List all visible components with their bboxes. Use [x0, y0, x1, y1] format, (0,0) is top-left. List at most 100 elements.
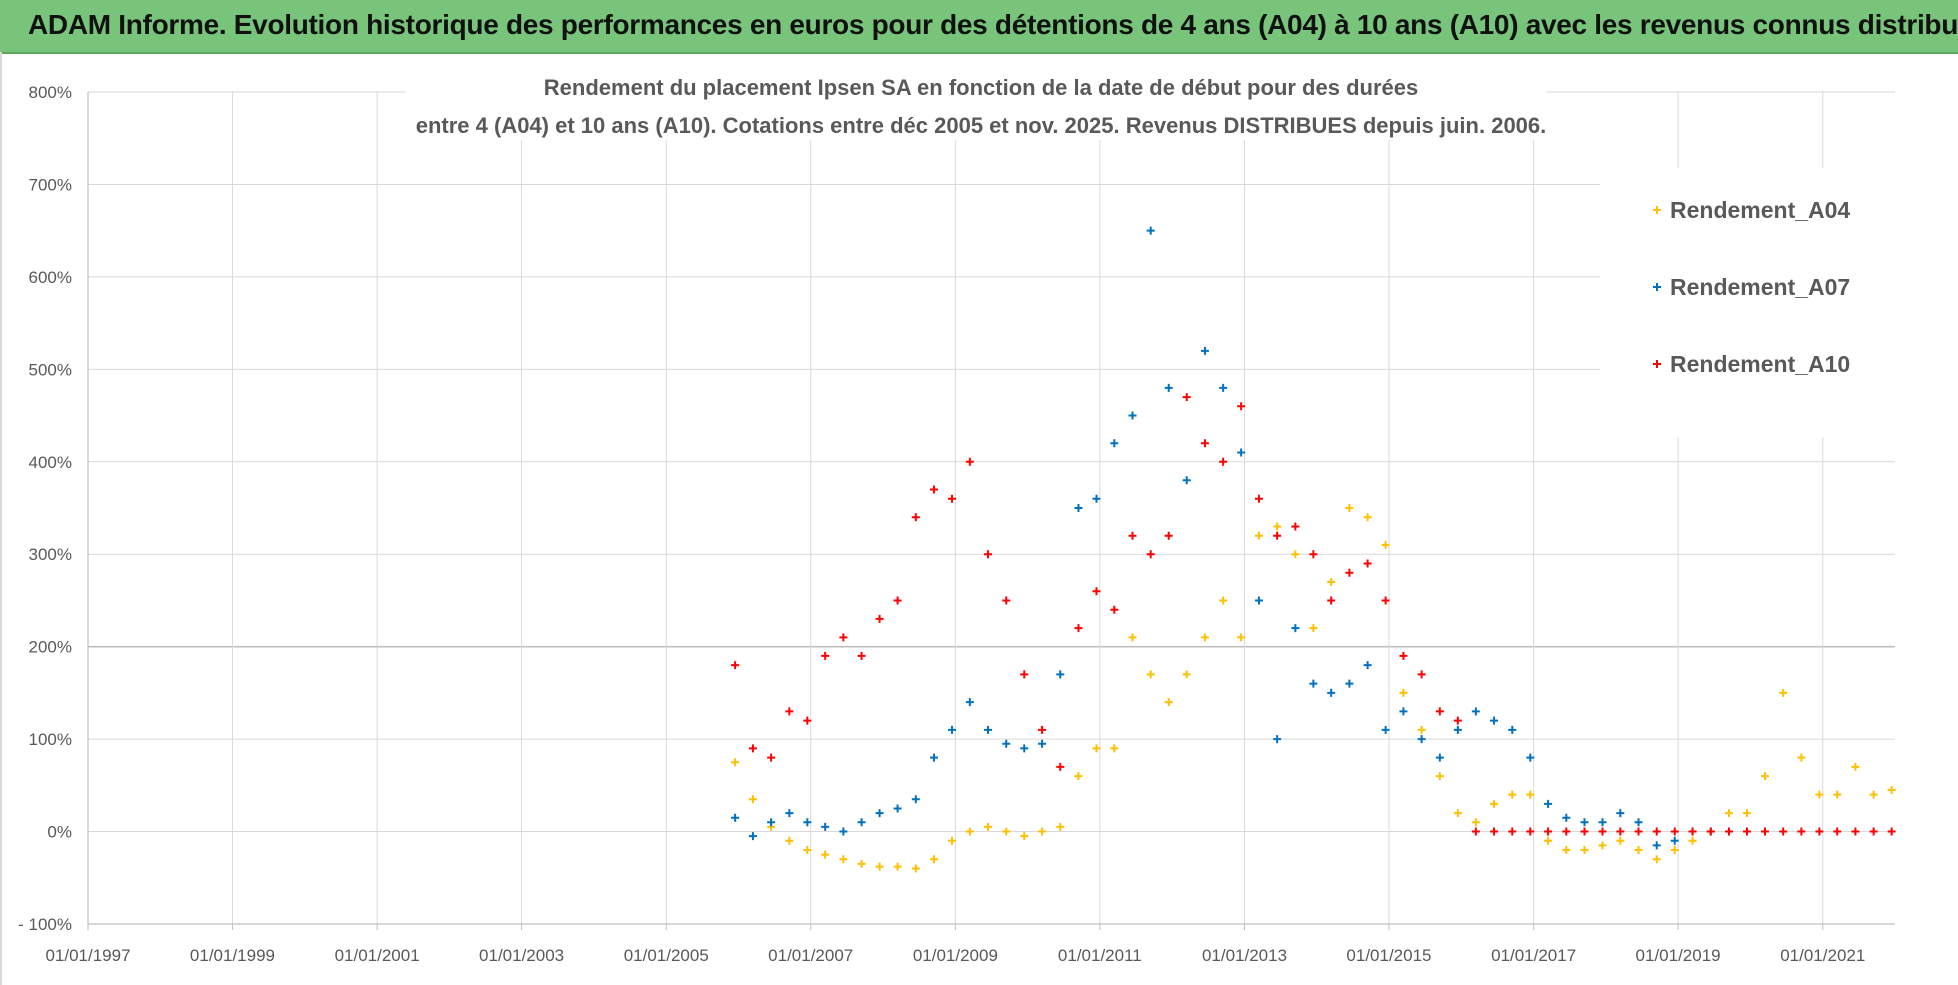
- chart-title: Rendement du placement Ipsen SA en fonct…: [544, 75, 1418, 100]
- data-point: [1128, 531, 1137, 540]
- data-point: [1200, 346, 1209, 355]
- data-point: [1056, 762, 1065, 771]
- data-point: [1869, 790, 1878, 799]
- data-point: [1598, 818, 1607, 827]
- data-point: [1652, 855, 1661, 864]
- data-point: [748, 744, 757, 753]
- data-point: [1146, 670, 1155, 679]
- data-point: [1309, 679, 1318, 688]
- data-point: [1200, 439, 1209, 448]
- data-point: [857, 818, 866, 827]
- data-point: [1291, 624, 1300, 633]
- data-point: [1002, 596, 1011, 605]
- data-point: [875, 614, 884, 623]
- data-point: [1887, 827, 1896, 836]
- data-point: [1508, 790, 1517, 799]
- data-point: [1760, 772, 1769, 781]
- axis-layer: 800% 700% 600% 500% 400% 300% 200% 100% 0% - 100%…: [18, 83, 1865, 965]
- data-point: [1562, 846, 1571, 855]
- legend-box: [1600, 168, 1900, 438]
- data-point: [1345, 568, 1354, 577]
- data-point: [821, 850, 830, 859]
- data-point: [1381, 540, 1390, 549]
- data-point: [930, 485, 939, 494]
- data-point: [948, 725, 957, 734]
- data-point: [1670, 827, 1679, 836]
- data-point: [1580, 846, 1589, 855]
- data-point: [1182, 393, 1191, 402]
- data-point: [1110, 744, 1119, 753]
- data-point: [1724, 809, 1733, 818]
- data-point: [1652, 841, 1661, 850]
- data-point: [1869, 827, 1878, 836]
- data-point: [1146, 226, 1155, 235]
- legend: Rendement_A04 Rendement_A07 Rendement_A10: [1653, 197, 1850, 377]
- data-point: [1327, 577, 1336, 586]
- data-point: [839, 827, 848, 836]
- data-point: [1471, 818, 1480, 827]
- data-point: [748, 832, 757, 841]
- data-point: [857, 859, 866, 868]
- data-point: [1526, 753, 1535, 762]
- y-tick-label: 100%: [29, 730, 72, 749]
- data-point: [1128, 411, 1137, 420]
- data-point: [1453, 716, 1462, 725]
- data-point: [1851, 827, 1860, 836]
- data-point: [1399, 688, 1408, 697]
- data-point: [1363, 513, 1372, 522]
- x-tick-label: 01/01/2017: [1491, 946, 1576, 965]
- header-banner: ADAM Informe. Evolution historique des p…: [0, 0, 1958, 54]
- data-point: [1219, 457, 1228, 466]
- data-point: [930, 855, 939, 864]
- data-point: [965, 698, 974, 707]
- data-point: [1092, 587, 1101, 596]
- y-tick-label: 200%: [29, 638, 72, 657]
- chart-svg: Rendement du placement Ipsen SA en fonct…: [18, 60, 1900, 965]
- data-point: [1490, 716, 1499, 725]
- data-point: [1074, 772, 1083, 781]
- data-point: [1327, 596, 1336, 605]
- data-point: [1254, 596, 1263, 605]
- data-point: [1453, 725, 1462, 734]
- data-point: [1038, 827, 1047, 836]
- data-point: [893, 596, 902, 605]
- data-point: [785, 707, 794, 716]
- data-point: [1634, 818, 1643, 827]
- data-point: [875, 862, 884, 871]
- data-point: [1345, 504, 1354, 512]
- x-tick-label: 01/01/2003: [479, 946, 564, 965]
- data-point: [1020, 670, 1029, 679]
- legend-label: Rendement_A10: [1670, 351, 1850, 377]
- data-point: [1164, 531, 1173, 540]
- data-point: [1616, 827, 1625, 836]
- data-point: [1598, 841, 1607, 850]
- data-point: [1002, 739, 1011, 748]
- data-point: [1815, 790, 1824, 799]
- data-point: [1490, 799, 1499, 808]
- y-tick-label: 400%: [29, 453, 72, 472]
- data-point: [1471, 827, 1480, 836]
- data-point: [1146, 550, 1155, 559]
- chart-subtitle: entre 4 (A04) et 10 ans (A10). Cotations…: [416, 113, 1547, 138]
- data-point: [875, 809, 884, 818]
- data-point: [1020, 744, 1029, 753]
- data-point: [1742, 827, 1751, 836]
- data-point: [1020, 832, 1029, 841]
- data-point: [1417, 670, 1426, 679]
- data-point: [1182, 476, 1191, 485]
- data-point: [1779, 688, 1788, 697]
- data-point: [1345, 679, 1354, 688]
- y-tick-label: 600%: [29, 268, 72, 287]
- data-point: [1562, 813, 1571, 822]
- data-point: [821, 651, 830, 660]
- data-point: [1381, 596, 1390, 605]
- data-point: [1724, 827, 1733, 836]
- data-point: [1435, 772, 1444, 781]
- data-point: [948, 494, 957, 503]
- points-layer: [731, 226, 1896, 873]
- data-point: [767, 753, 776, 762]
- legend-marker: [1653, 206, 1661, 214]
- data-point: [1670, 836, 1679, 845]
- data-point: [1833, 827, 1842, 836]
- data-point: [1254, 494, 1263, 503]
